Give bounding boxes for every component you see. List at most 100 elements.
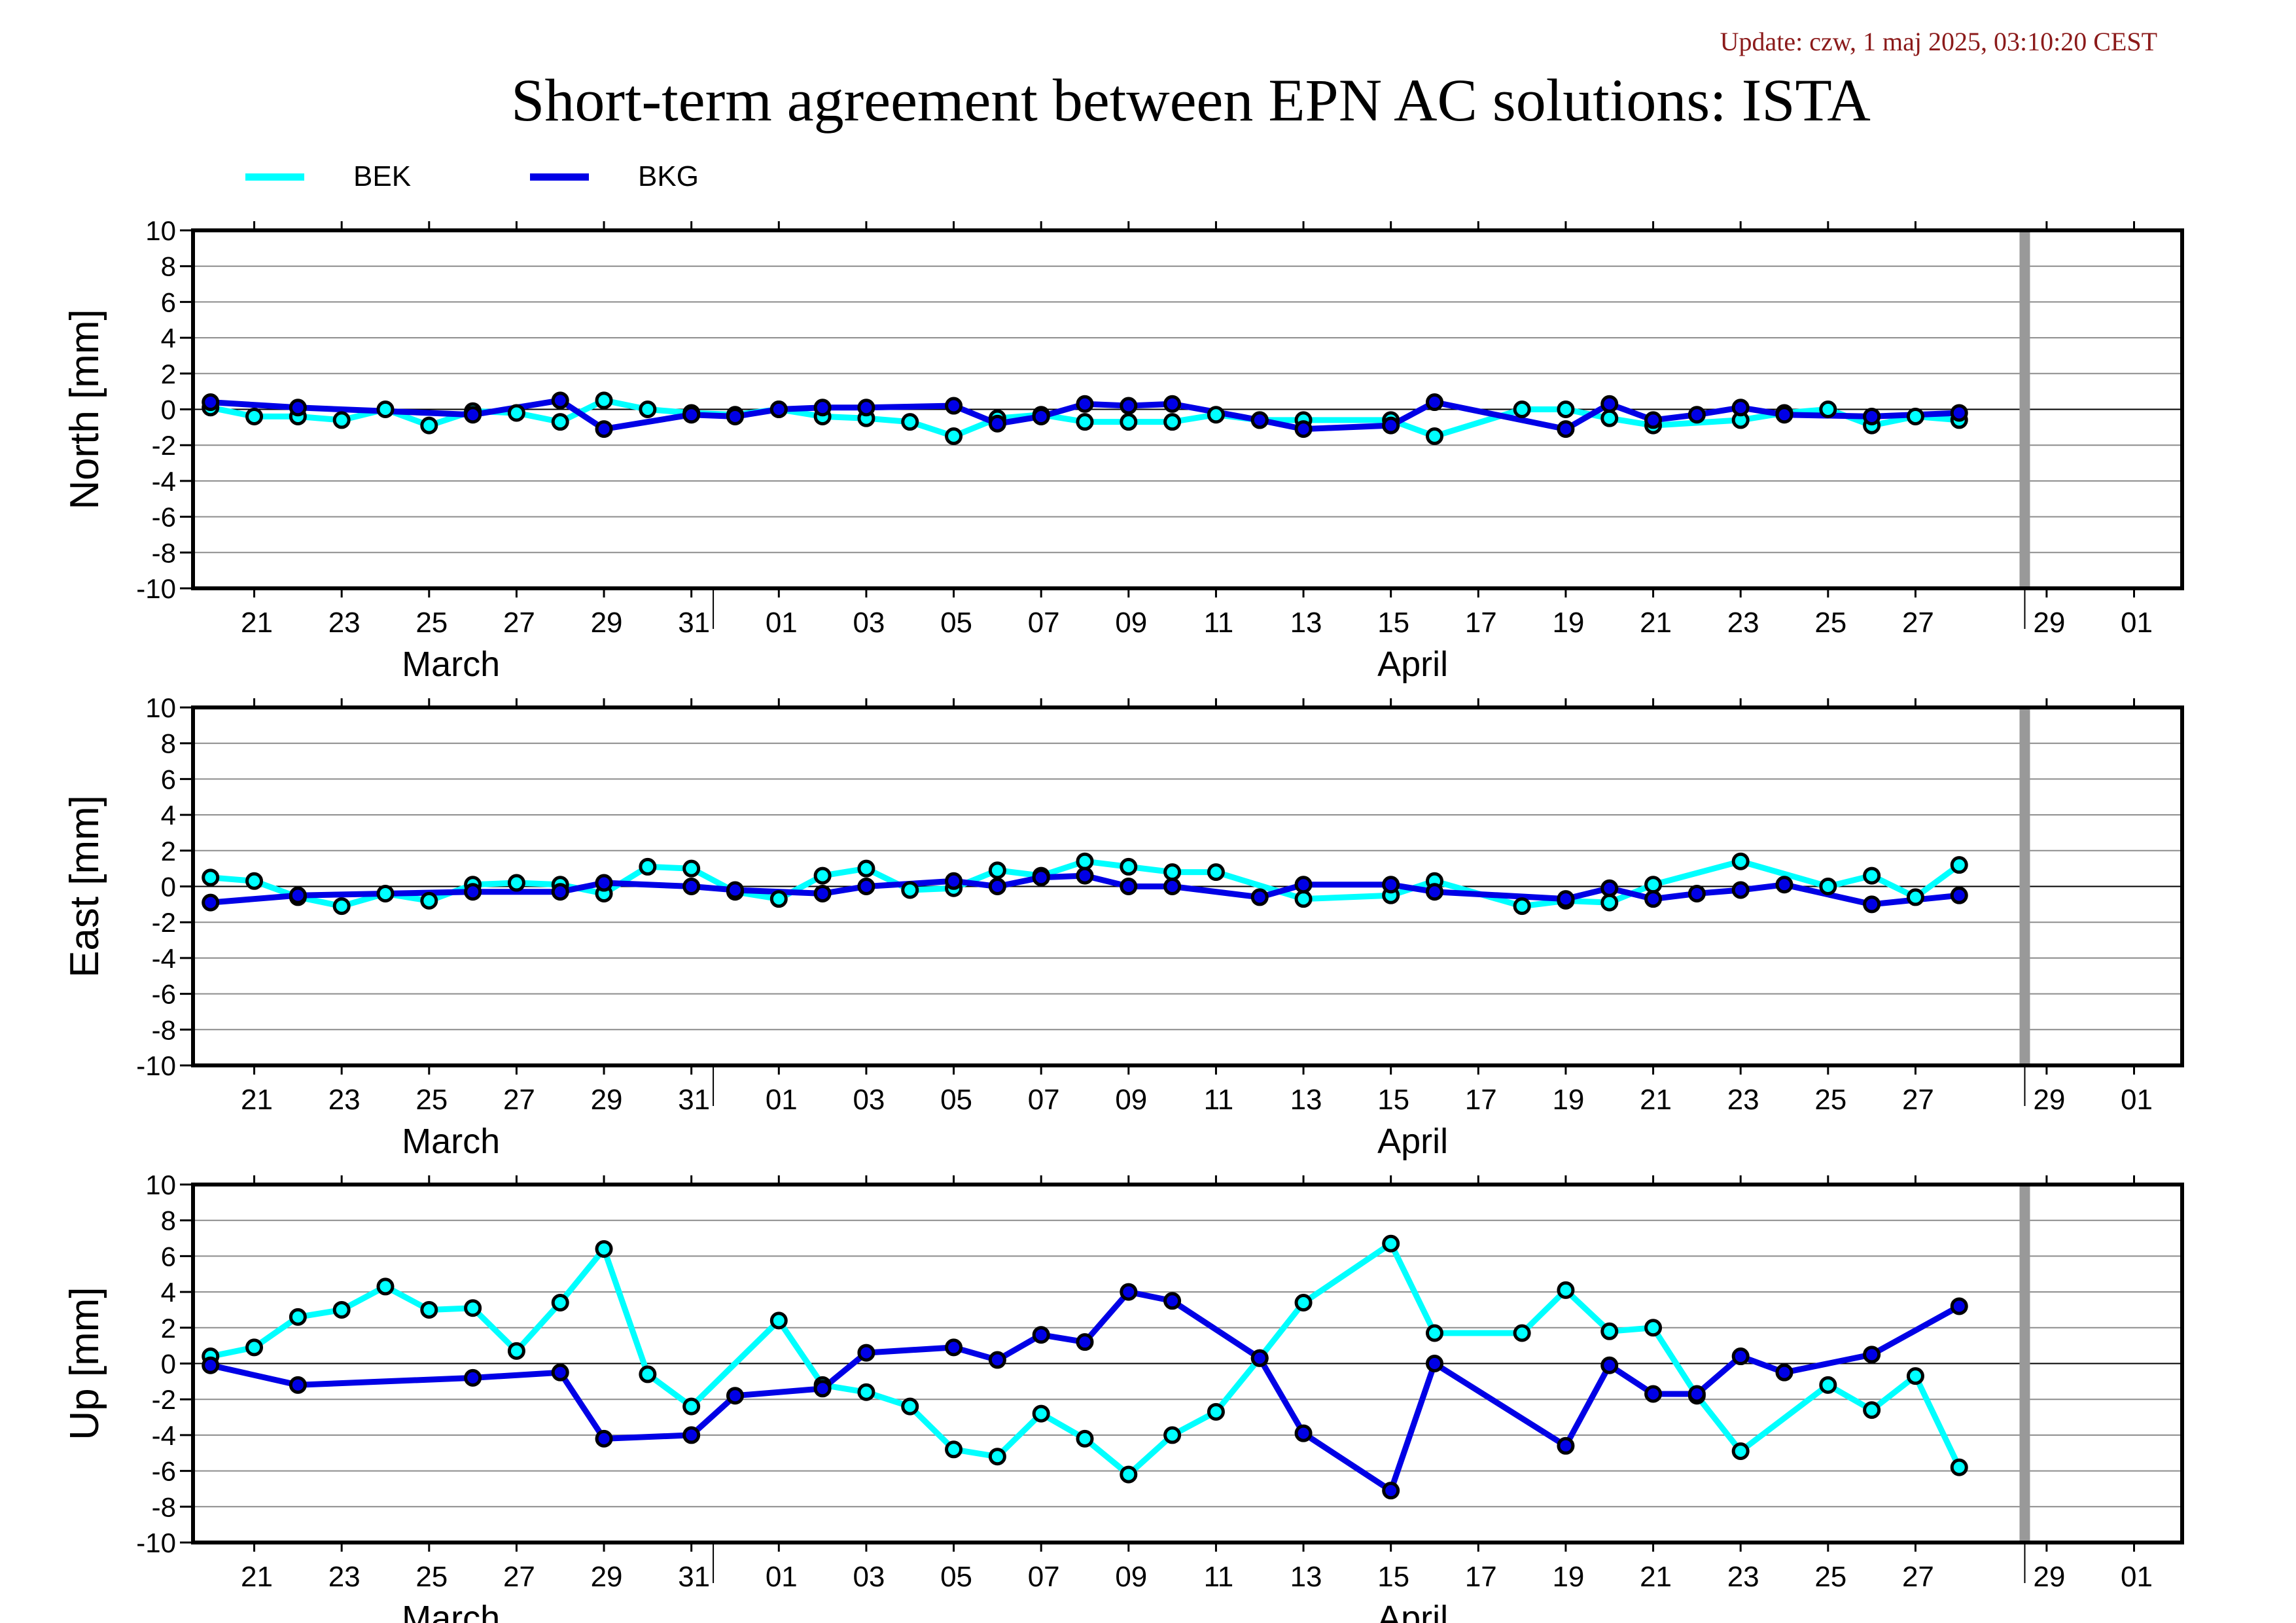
- x-tick-label: 07: [1028, 1561, 1060, 1593]
- data-point-bkg: [726, 407, 744, 425]
- data-point-bkg: [945, 397, 963, 415]
- data-point-bkg: [1950, 404, 1968, 422]
- x-tick-label: 27: [503, 1561, 535, 1593]
- y-tick-label: -2: [152, 907, 176, 938]
- chart-title: Short-term agreement between EPN AC solu…: [511, 67, 1871, 134]
- y-tick-label: 8: [161, 251, 176, 282]
- x-tick-label: 21: [241, 1084, 273, 1116]
- data-point-bek: [1513, 401, 1531, 418]
- legend-swatch-bek: [245, 173, 304, 181]
- x-tick-label: 29: [2033, 1084, 2065, 1116]
- data-point-bkg: [1294, 876, 1313, 894]
- month-label: April: [1377, 645, 1448, 684]
- data-point-bkg: [1032, 407, 1050, 425]
- data-point-bek: [682, 859, 701, 878]
- y-tick-label: -4: [152, 1420, 176, 1451]
- data-point-bek: [595, 1240, 613, 1258]
- data-point-bek: [1600, 409, 1619, 427]
- x-tick-label: 23: [1727, 1561, 1759, 1593]
- x-tick-label: 13: [1290, 1084, 1322, 1116]
- y-tick-label: 10: [145, 1169, 176, 1200]
- x-tick-label: 15: [1377, 607, 1409, 639]
- data-point-bkg: [595, 1429, 613, 1448]
- data-point-bkg: [1863, 1346, 1881, 1364]
- y-tick-label: 4: [161, 800, 176, 830]
- data-point-bkg: [945, 1338, 963, 1357]
- data-point-bkg: [1863, 407, 1881, 425]
- x-tick-label: 31: [678, 607, 710, 639]
- data-point-bkg: [1425, 393, 1443, 412]
- data-point-bek: [857, 1383, 875, 1401]
- y-tick-label: -6: [152, 1456, 176, 1487]
- x-tick-label: 31: [678, 1561, 710, 1593]
- x-tick-label: 17: [1465, 1084, 1497, 1116]
- y-tick-label: -8: [152, 537, 176, 568]
- data-point-bkg: [857, 399, 875, 417]
- x-tick-label: 23: [328, 1561, 361, 1593]
- data-point-bkg: [1163, 1292, 1182, 1310]
- data-point-bkg: [1687, 884, 1706, 902]
- data-point-bkg: [769, 401, 788, 418]
- x-tick-label: 29: [2033, 607, 2065, 639]
- x-tick-label: 29: [2033, 1561, 2065, 1593]
- month-label: March: [402, 1122, 500, 1161]
- x-tick-label: 03: [853, 1084, 885, 1116]
- data-point-bkg: [1950, 1297, 1968, 1315]
- data-point-bkg: [1731, 881, 1750, 899]
- x-tick-label: 01: [766, 1084, 798, 1116]
- data-point-bek: [857, 859, 875, 878]
- y-tick-label: 10: [145, 215, 176, 246]
- y-tick-label: -4: [152, 466, 176, 497]
- data-point-bek: [1076, 1429, 1094, 1448]
- y-axis-label: Up [mm]: [62, 1287, 107, 1440]
- data-point-bkg: [1120, 1283, 1138, 1301]
- data-point-bkg: [1557, 1436, 1575, 1455]
- panel-1: 10 8 6 4 2 0 -2 -4 -6 -8 -10 21 23 25 27 29 31 01 03 05 07 09…: [62, 215, 2184, 684]
- y-tick-label: -2: [152, 1384, 176, 1415]
- x-tick-label: 25: [1814, 1084, 1846, 1116]
- data-point-bek: [1207, 863, 1225, 882]
- data-point-bek: [420, 416, 438, 435]
- x-tick-label: 27: [503, 1084, 535, 1116]
- x-tick-label: 23: [328, 607, 361, 639]
- month-label: April: [1377, 1122, 1448, 1161]
- data-point-bek: [1120, 857, 1138, 876]
- data-point-bkg: [595, 874, 613, 892]
- y-axis-label: East [mm]: [62, 795, 107, 978]
- data-point-bek: [1120, 1465, 1138, 1484]
- data-point-bek: [1163, 1426, 1182, 1444]
- data-point-bkg: [1250, 1349, 1269, 1367]
- data-point-bek: [1906, 888, 1924, 906]
- data-point-bek: [1819, 401, 1837, 418]
- data-point-bek: [332, 411, 351, 429]
- data-point-bek: [507, 404, 525, 422]
- data-point-bkg: [1382, 1482, 1400, 1500]
- data-point-bkg: [1076, 1333, 1094, 1351]
- y-tick-label: 2: [161, 1313, 176, 1344]
- data-point-bkg: [813, 884, 832, 902]
- data-point-bkg: [289, 1376, 307, 1394]
- data-point-bek: [420, 891, 438, 910]
- data-point-bkg: [551, 1363, 569, 1382]
- x-tick-label: 09: [1115, 1561, 1147, 1593]
- data-point-bkg: [1120, 878, 1138, 895]
- data-point-bek: [1076, 413, 1094, 431]
- data-point-bek: [1863, 866, 1881, 885]
- data-point-bkg: [1076, 866, 1094, 885]
- data-point-bek: [945, 427, 963, 446]
- x-tick-label: 27: [1902, 1561, 1934, 1593]
- y-tick-label: 10: [145, 692, 176, 723]
- data-point-bek: [1425, 1324, 1443, 1342]
- data-point-bkg: [726, 881, 744, 899]
- x-tick-label: 01: [2121, 607, 2153, 639]
- data-point-bkg: [682, 878, 701, 895]
- x-tick-label: 19: [1552, 1084, 1584, 1116]
- data-point-bek: [988, 861, 1006, 880]
- data-point-bek: [1382, 1234, 1400, 1253]
- data-point-bek: [507, 1342, 525, 1360]
- data-point-bkg: [945, 872, 963, 890]
- series-line-bkg: [210, 397, 1960, 433]
- data-point-bek: [551, 413, 569, 431]
- x-tick-label: 29: [591, 607, 623, 639]
- data-point-bkg: [1775, 1363, 1793, 1382]
